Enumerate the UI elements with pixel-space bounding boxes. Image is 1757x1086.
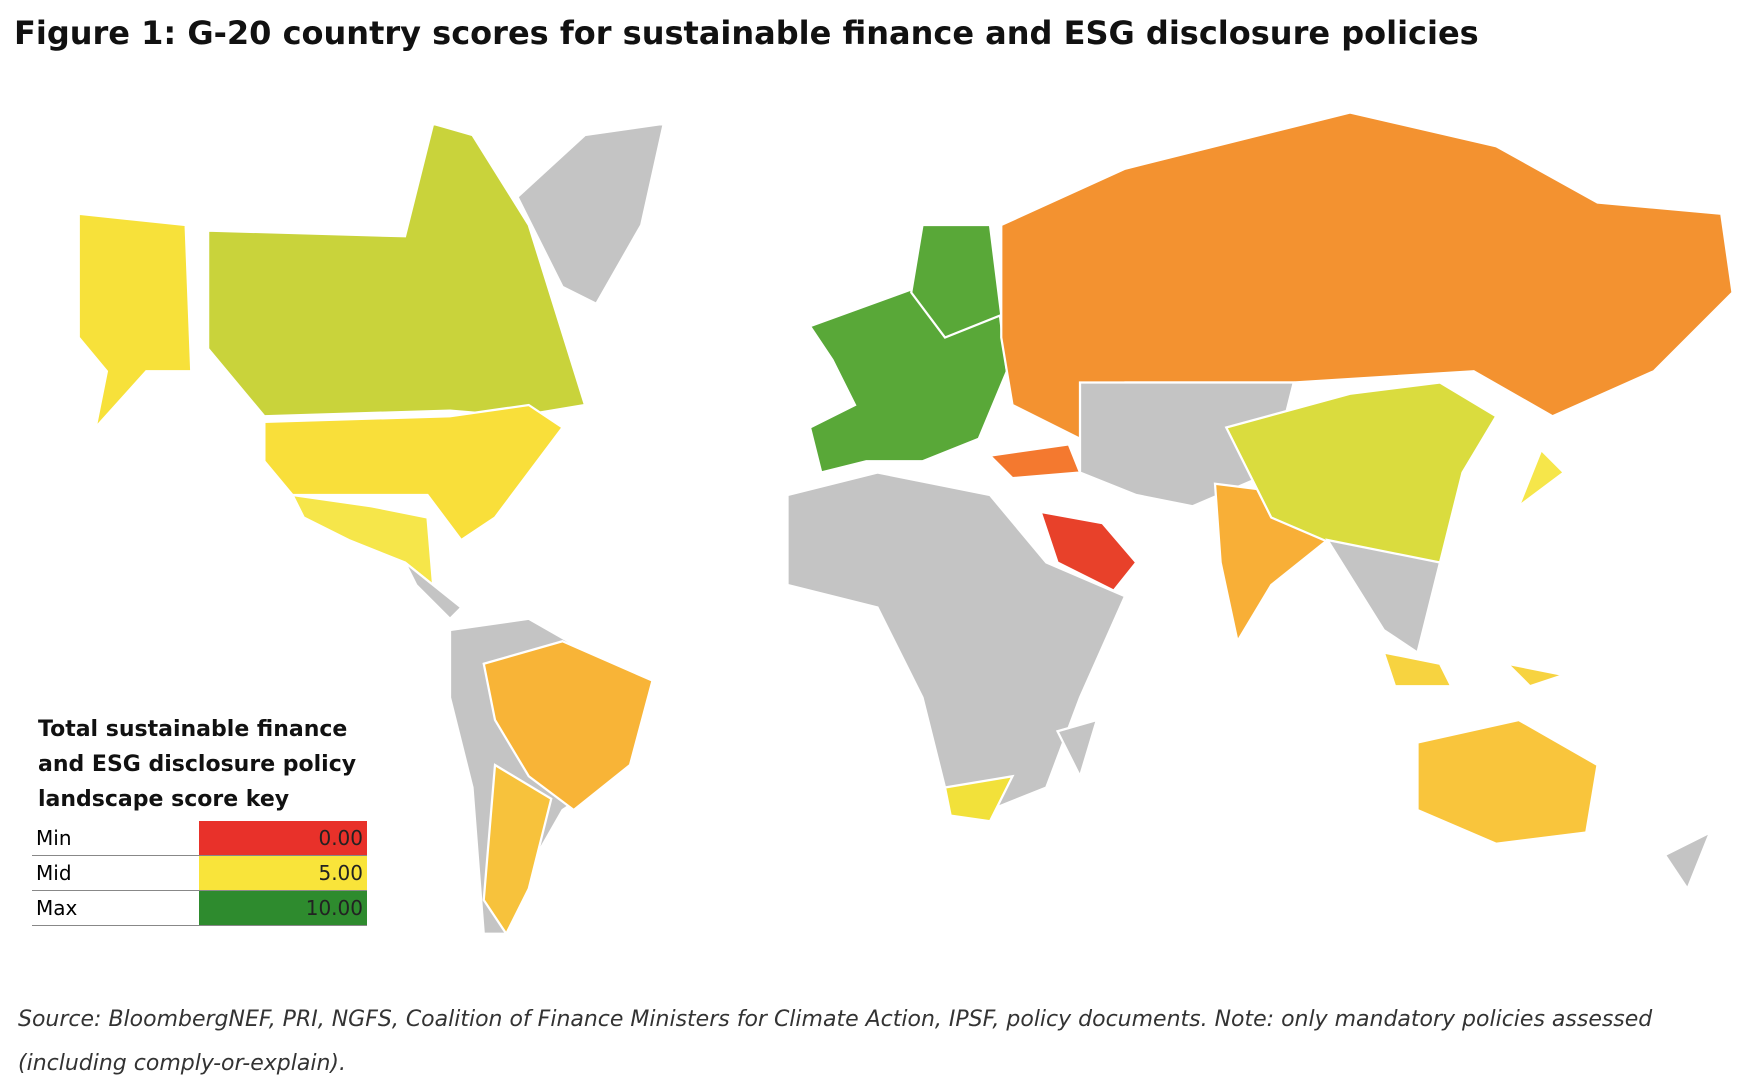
alaska	[77, 212, 193, 432]
legend-label: Max	[32, 890, 199, 926]
japan	[1516, 447, 1566, 510]
greenland	[516, 122, 666, 306]
south-africa	[943, 774, 1015, 823]
legend: Total sustainable finance and ESG disclo…	[32, 712, 367, 926]
scandinavia	[910, 223, 1003, 339]
legend-label: Mid	[32, 855, 199, 891]
russia	[1000, 111, 1734, 441]
saudi-arabia	[1038, 510, 1138, 593]
indonesia	[1382, 651, 1454, 688]
legend-title: Total sustainable finance and ESG disclo…	[38, 717, 357, 812]
canada	[207, 122, 587, 418]
australia	[1416, 718, 1599, 845]
legend-row: Max 10.00	[32, 890, 367, 926]
indonesia-east	[1504, 661, 1569, 688]
legend-row: Min 0.00	[32, 821, 367, 856]
legend-value: 10.00	[199, 890, 367, 926]
legend-label: Min	[32, 821, 199, 856]
madagascar	[1055, 718, 1099, 780]
legend-row: Mid 5.00	[32, 855, 367, 891]
argentina	[482, 763, 553, 936]
africa	[786, 471, 1127, 812]
usa	[263, 403, 565, 542]
new-zealand	[1663, 830, 1713, 892]
southeast-asia	[1325, 538, 1442, 655]
central-america	[403, 561, 463, 621]
china	[1224, 381, 1498, 564]
title: Figure 1: G-20 country scores for sustai…	[14, 14, 1479, 52]
legend-value: 0.00	[199, 821, 367, 856]
turkey	[987, 443, 1082, 480]
legend-table: Min 0.00 Mid 5.00 Max 10.00	[32, 821, 367, 926]
legend-value: 5.00	[199, 855, 367, 891]
source-note: Source: BloombergNEF, PRI, NGFS, Coaliti…	[18, 1007, 1653, 1076]
brazil	[482, 640, 654, 812]
